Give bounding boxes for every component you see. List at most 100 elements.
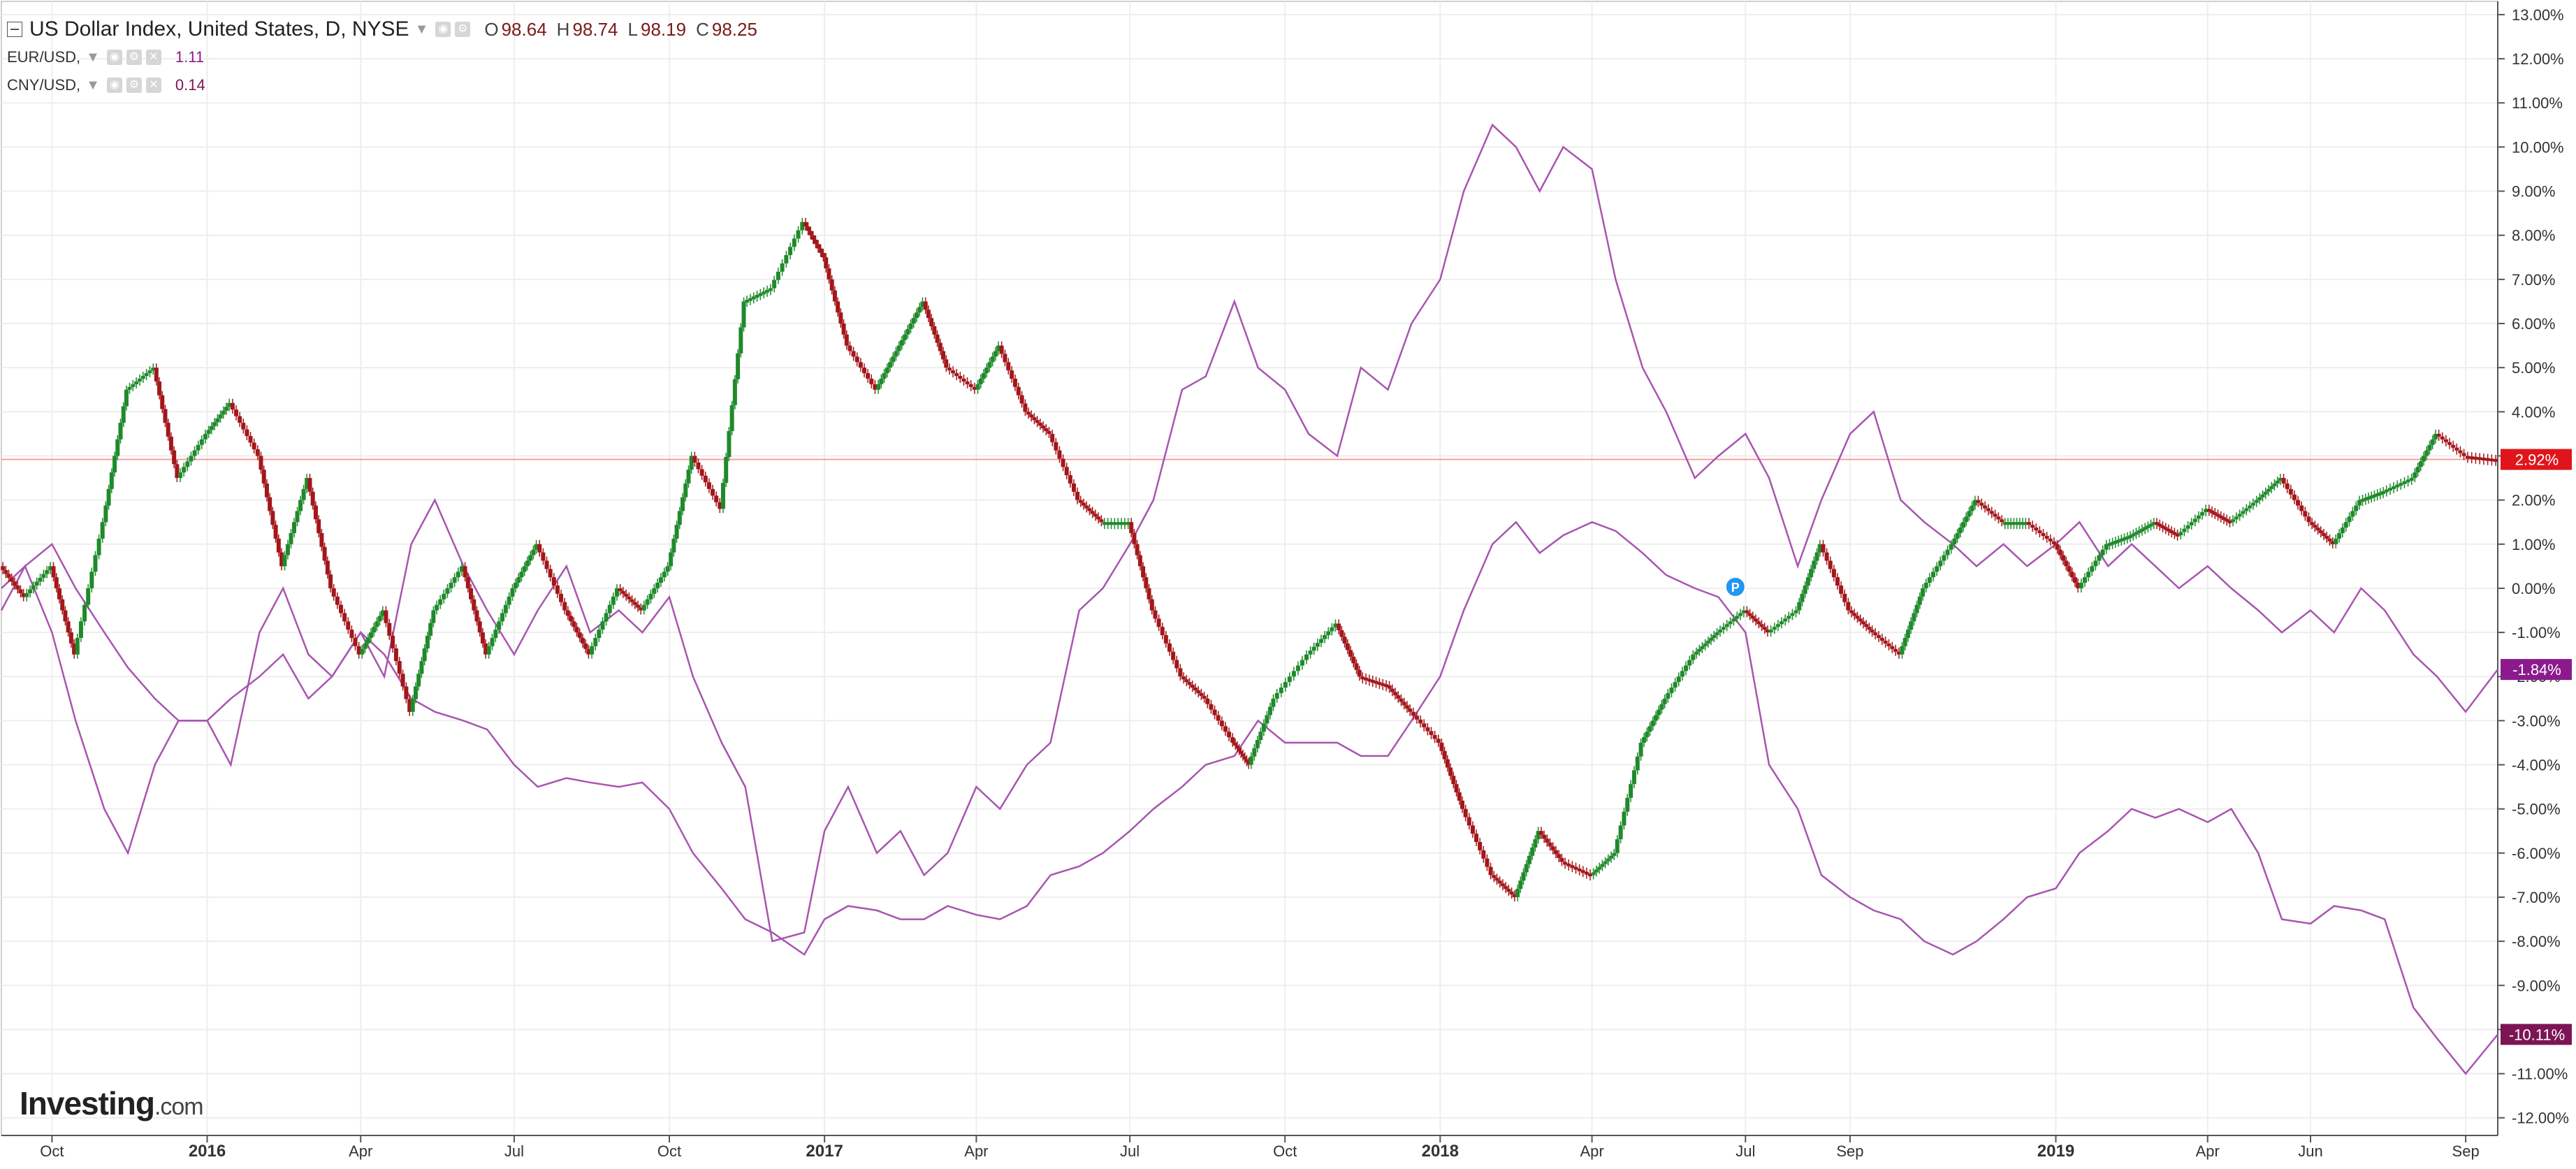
settings-icon[interactable]: ⚙ xyxy=(126,50,142,65)
candle-body xyxy=(1239,750,1244,754)
candle-body xyxy=(1274,692,1279,699)
x-tick-label: 2017 xyxy=(806,1142,843,1161)
candle-body xyxy=(131,384,136,387)
settings-icon[interactable]: ⚙ xyxy=(126,78,142,93)
visibility-icon[interactable]: ◉ xyxy=(106,78,122,93)
candle-body xyxy=(2151,522,2156,525)
candle-body xyxy=(810,235,815,240)
candle-body xyxy=(1244,759,1249,762)
candle-body xyxy=(1762,627,1767,630)
candle-body xyxy=(279,552,284,567)
candle-body xyxy=(2357,500,2362,506)
candle-body xyxy=(574,627,579,633)
close-icon[interactable]: ✕ xyxy=(145,50,161,65)
candle-body xyxy=(1790,613,1795,616)
candle-body xyxy=(1038,423,1042,426)
candle-body xyxy=(1212,709,1217,716)
candle-body xyxy=(1242,756,1247,760)
candle-body xyxy=(2148,523,2153,527)
candle-body xyxy=(1741,610,1746,613)
candle-body xyxy=(2485,458,2490,461)
candle-body xyxy=(1879,637,1884,641)
candle-body xyxy=(1886,643,1891,646)
candle-body xyxy=(1026,412,1031,415)
logo-suffix: .com xyxy=(154,1094,204,1120)
close-icon[interactable]: ✕ xyxy=(145,78,161,93)
candle-body xyxy=(270,511,275,525)
candle-body xyxy=(1,566,6,570)
visibility-icon[interactable]: ◉ xyxy=(106,50,122,65)
candle-body xyxy=(1597,866,1602,870)
candle-body xyxy=(1054,442,1058,451)
candle-body xyxy=(1082,502,1086,506)
candle-body xyxy=(572,621,576,627)
candle-body xyxy=(2469,456,2474,460)
y-tick-label: 2.00% xyxy=(2512,492,2555,509)
candle-body xyxy=(2175,533,2180,537)
candle-body xyxy=(178,472,183,479)
candle-body xyxy=(2378,492,2382,495)
candle-body xyxy=(2210,510,2215,514)
candle-body xyxy=(1835,577,1840,586)
candle-body xyxy=(1171,651,1176,660)
candle-body xyxy=(1817,544,1822,553)
candle-body xyxy=(238,416,242,423)
candle-body xyxy=(2310,522,2315,525)
candle-body xyxy=(1647,726,1652,732)
candle-body xyxy=(1187,682,1192,685)
candle-body xyxy=(2477,457,2482,460)
x-tick-label: Jul xyxy=(1120,1142,1140,1160)
collapse-icon[interactable] xyxy=(7,22,22,37)
x-tick-label: Oct xyxy=(657,1142,681,1160)
candle-body xyxy=(384,610,388,623)
candle-body xyxy=(1442,750,1447,760)
candle-body xyxy=(981,373,986,379)
candle-body xyxy=(1964,516,1969,523)
candle-body xyxy=(1265,715,1269,724)
candle-body xyxy=(377,616,382,622)
candle-body xyxy=(1271,698,1276,707)
x-tick-label: 2019 xyxy=(2037,1142,2074,1161)
candle-body xyxy=(2221,517,2226,521)
candle-body xyxy=(2303,511,2308,517)
y-tick-label: 9.00% xyxy=(2512,183,2555,201)
candle-body xyxy=(2086,572,2091,578)
candle-body xyxy=(1731,618,1736,622)
candle-body xyxy=(772,279,777,289)
candle-body xyxy=(1979,502,1984,506)
candle-body xyxy=(1867,627,1872,630)
candle-body xyxy=(285,544,290,556)
y-tick-label: -12.00% xyxy=(2512,1110,2569,1127)
candle-body xyxy=(696,462,701,470)
settings-icon[interactable]: ⚙ xyxy=(455,22,471,37)
candle-body xyxy=(1044,428,1049,431)
candle-body xyxy=(1068,475,1072,484)
candle-body xyxy=(1153,610,1158,619)
candle-body xyxy=(1703,643,1708,646)
candle-body xyxy=(1196,690,1201,693)
candle-body xyxy=(2215,514,2220,517)
dropdown-icon[interactable]: ▼ xyxy=(414,21,429,37)
candle-body xyxy=(2433,433,2438,440)
candle-body xyxy=(1893,648,1898,652)
candle-body xyxy=(917,307,922,313)
candle-body xyxy=(227,402,232,407)
candle-body xyxy=(965,381,970,384)
candle-body xyxy=(189,456,194,462)
dropdown-icon[interactable]: ▼ xyxy=(86,49,100,65)
candle-body xyxy=(241,423,246,430)
candle-body xyxy=(407,699,412,712)
candle-body xyxy=(1432,734,1437,739)
dropdown-icon[interactable]: ▼ xyxy=(86,77,100,93)
candle-body xyxy=(353,637,358,646)
candle-body xyxy=(827,268,831,279)
candle-body xyxy=(151,368,156,371)
candle-body xyxy=(755,294,759,298)
candle-body xyxy=(1923,583,1928,588)
visibility-icon[interactable]: ◉ xyxy=(435,22,451,37)
candle-body xyxy=(1814,552,1819,561)
candle-body xyxy=(938,342,943,351)
candle-body xyxy=(459,566,464,572)
candle-body xyxy=(1122,522,1127,525)
